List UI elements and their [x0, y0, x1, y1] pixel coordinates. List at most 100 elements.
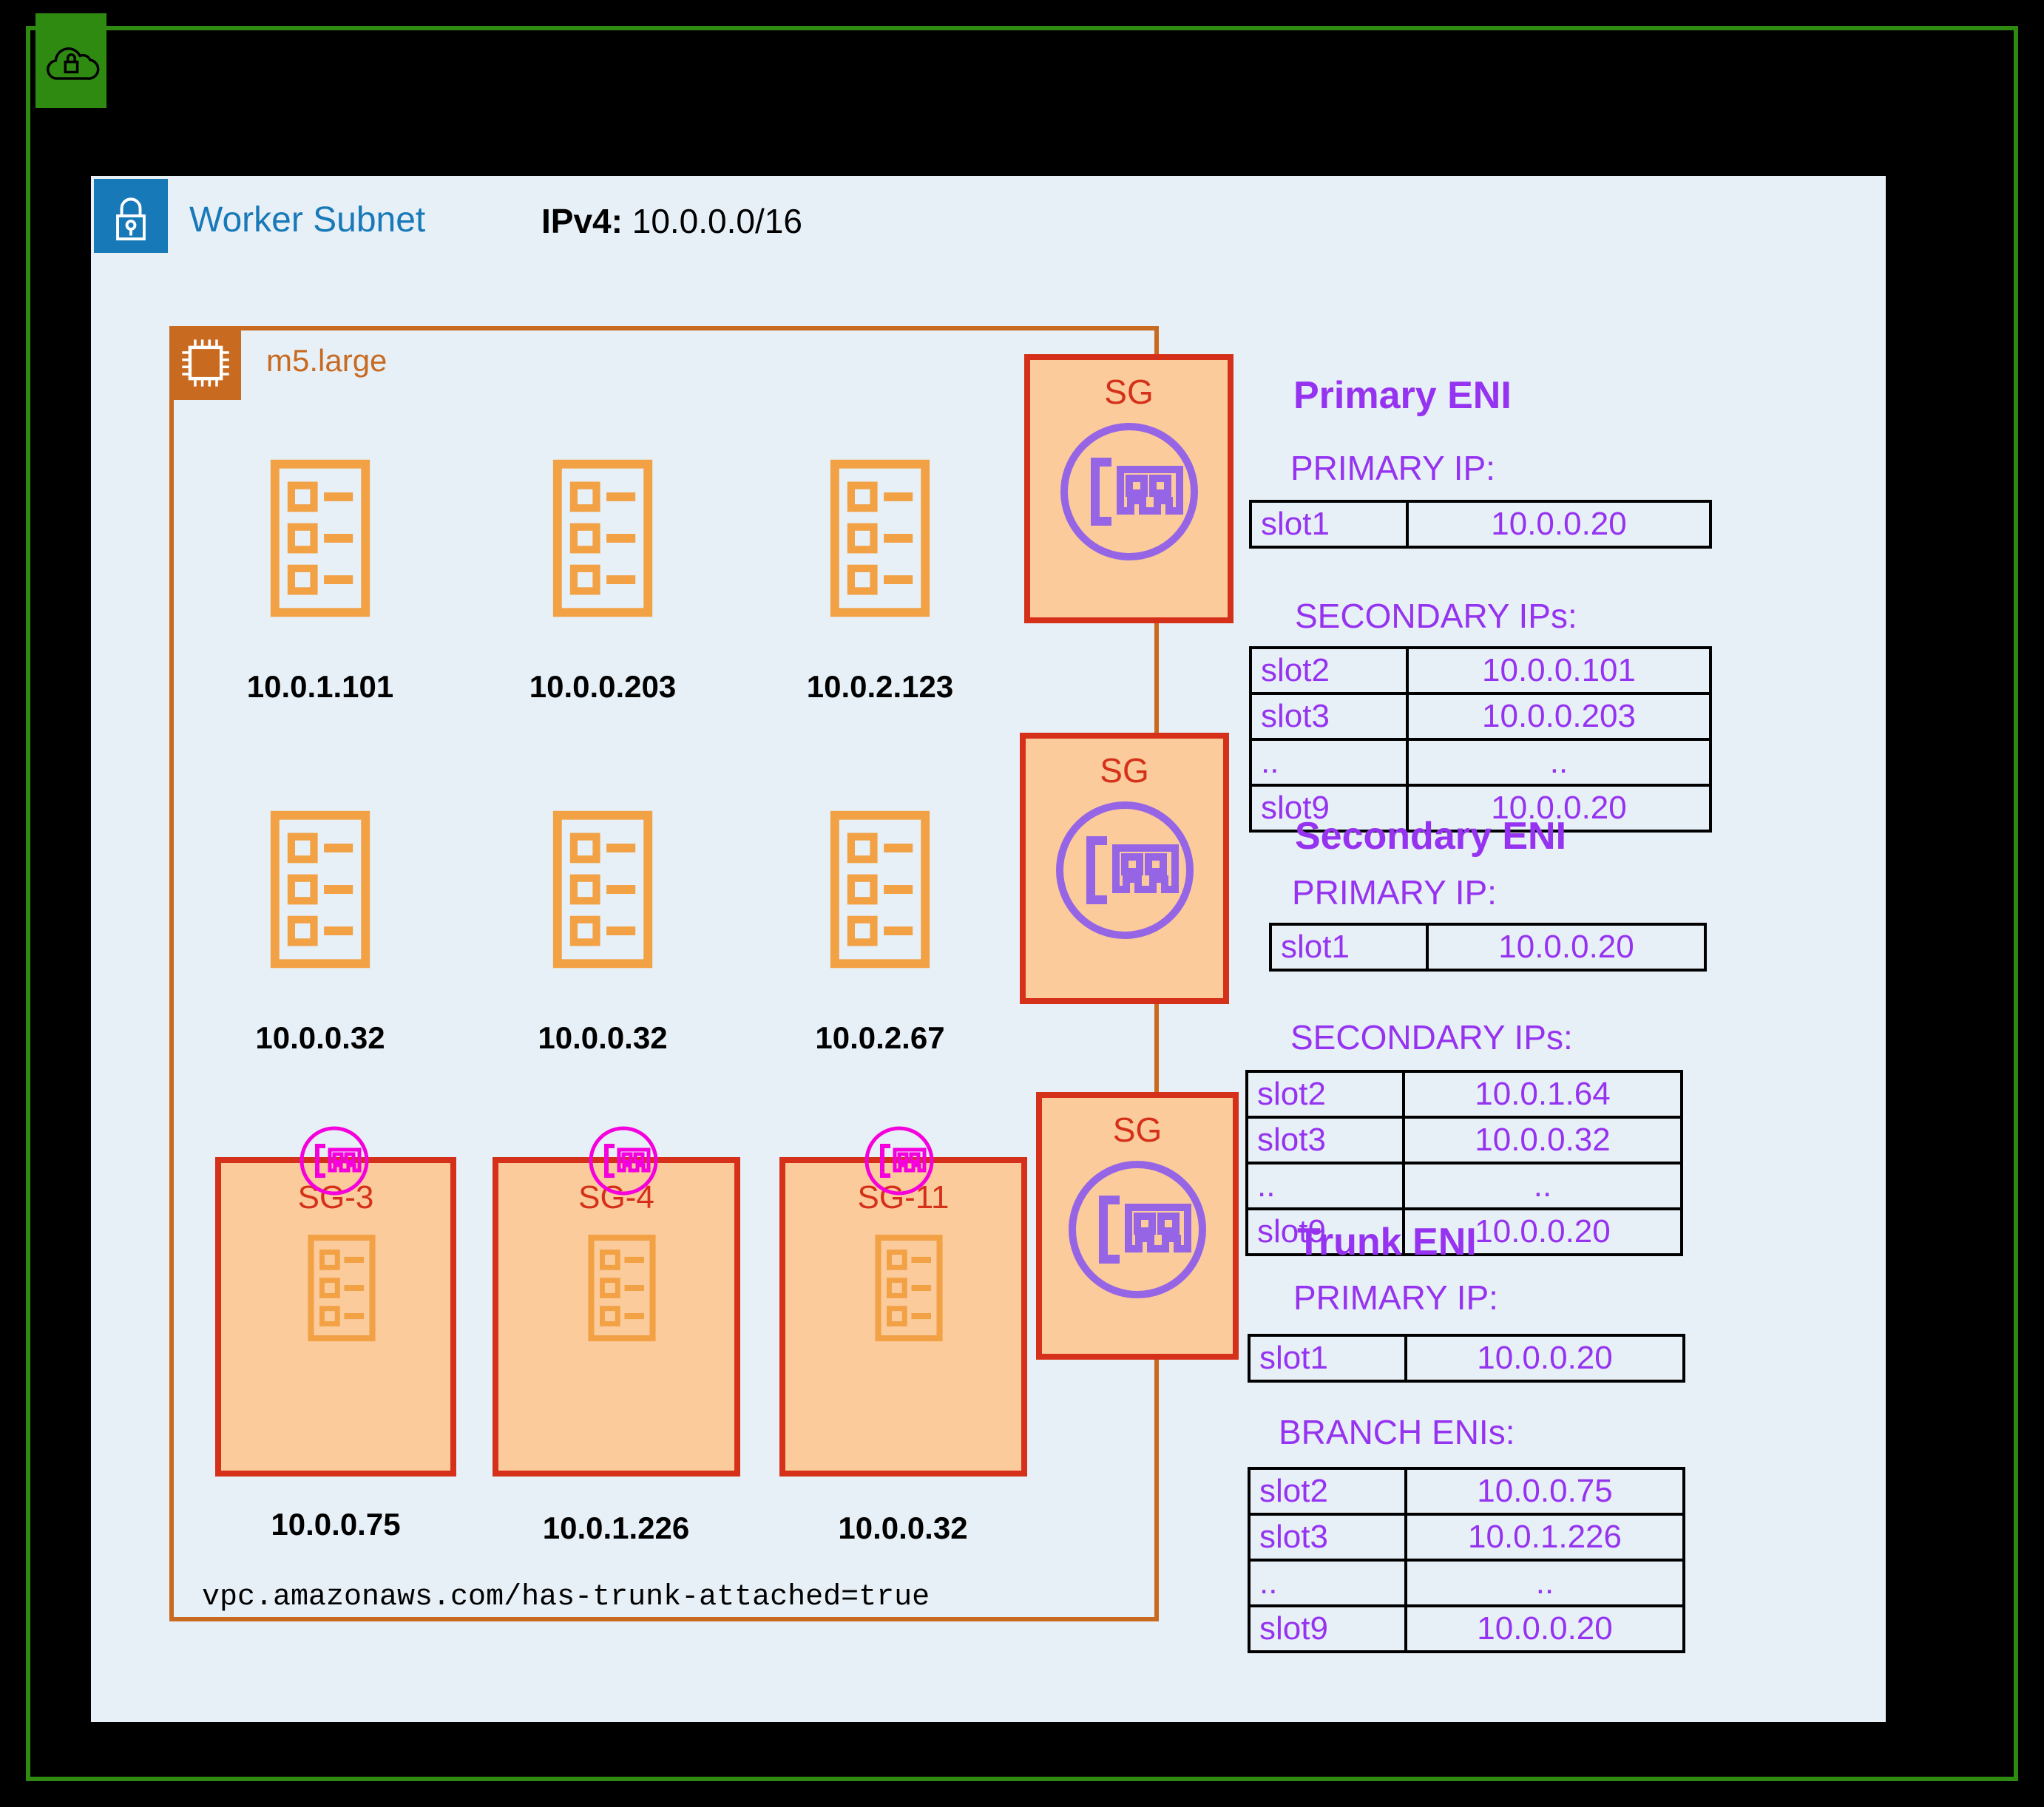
table-row: slot3 10.0.1.226	[1248, 1513, 1685, 1562]
slot-cell: slot2	[1249, 646, 1409, 695]
subnet-title: Worker Subnet	[189, 200, 426, 240]
table-row: slot1 10.0.0.20	[1248, 1334, 1685, 1383]
pod-ip-label: 10.0.1.101	[246, 669, 394, 704]
primary-ip-heading: PRIMARY IP:	[1290, 449, 1495, 487]
pod-icon	[257, 456, 383, 620]
ip-table: slot1 10.0.0.20	[1248, 1334, 1685, 1383]
cloud-lock-icon	[39, 29, 103, 92]
pod-ip-label: 10.0.0.32	[255, 1020, 385, 1055]
pod-icon	[570, 1233, 674, 1343]
slot-cell: slot9	[1248, 1604, 1407, 1653]
ip-table: slot2 10.0.0.101 slot3 10.0.0.203 .. .. …	[1249, 646, 1712, 833]
ip-cell: 10.0.0.20	[1404, 1334, 1685, 1383]
pod-icon	[817, 456, 943, 620]
table-row: slot2 10.0.0.101	[1249, 646, 1712, 695]
pod-icon	[290, 1233, 393, 1343]
ip-cell: ..	[1406, 738, 1712, 787]
eni-section-title: Primary ENI	[1293, 374, 1512, 417]
ipv4-value: 10.0.0.0/16	[632, 202, 802, 240]
ip-cell: 10.0.1.64	[1402, 1070, 1683, 1119]
cpu-icon	[173, 330, 238, 396]
pod-ip-label: 10.0.0.32	[538, 1020, 668, 1055]
eni-sg-node: SG	[1036, 1092, 1239, 1360]
ip-cell: 10.0.0.75	[1404, 1467, 1685, 1516]
primary-ip-heading: PRIMARY IP:	[1293, 1278, 1498, 1317]
ip-cell: 10.0.0.20	[1406, 500, 1712, 549]
ipv4-label: IPv4:	[541, 202, 623, 240]
slot-cell: slot9	[1249, 784, 1409, 833]
slot-cell: slot3	[1248, 1513, 1407, 1562]
ip-cell: 10.0.1.226	[1404, 1513, 1685, 1562]
eni-section-title: Trunk ENI	[1297, 1221, 1477, 1264]
cloud-lock-badge	[35, 13, 106, 108]
eni-icon	[1063, 1156, 1211, 1303]
eni-section-title: Secondary ENI	[1295, 815, 1567, 858]
slot-cell: slot9	[1245, 1207, 1405, 1256]
ip-cell: 10.0.0.20	[1404, 1604, 1685, 1653]
ip-cell: 10.0.0.20	[1402, 1207, 1683, 1256]
pod-icon	[817, 807, 943, 972]
ip-cell: ..	[1402, 1162, 1683, 1210]
instance-type-label: m5.large	[266, 343, 388, 378]
slot-cell: ..	[1245, 1162, 1405, 1210]
slot-cell: slot3	[1245, 1116, 1405, 1164]
ip-cell: ..	[1404, 1559, 1685, 1607]
slot-cell: ..	[1249, 738, 1409, 787]
slot-cell: slot1	[1248, 1334, 1407, 1383]
slot-cell: slot3	[1249, 692, 1409, 741]
branch-eni-icon	[579, 1124, 668, 1198]
pod-icon	[540, 807, 666, 972]
table-row: slot9 10.0.0.20	[1249, 784, 1712, 833]
instance-type-badge	[169, 326, 241, 400]
eni-icon	[1051, 796, 1199, 944]
table-row: .. ..	[1245, 1162, 1683, 1210]
branch-sg-box: SG-4	[493, 1157, 740, 1477]
table-row: slot9 10.0.0.20	[1245, 1207, 1683, 1256]
subnet-cidr: IPv4: 10.0.0.0/16	[541, 201, 802, 241]
pod-ip-label: 10.0.2.67	[815, 1020, 945, 1055]
branch-sg-label: SG-4	[578, 1179, 654, 1216]
ip-cell: 10.0.0.20	[1406, 784, 1712, 833]
sg-node-label: SG	[1112, 1111, 1163, 1149]
branch-ip-label: 10.0.1.226	[542, 1511, 690, 1545]
slot-cell: slot2	[1245, 1070, 1405, 1119]
table-row: .. ..	[1249, 738, 1712, 787]
table-row: slot1 10.0.0.20	[1269, 923, 1707, 972]
ip-cell: 10.0.0.101	[1406, 646, 1712, 695]
table-row: slot9 10.0.0.20	[1248, 1604, 1685, 1653]
lock-icon	[102, 187, 160, 245]
pod-ip-label: 10.0.0.203	[529, 669, 677, 704]
ip-table: slot2 10.0.0.75 slot3 10.0.1.226 .. .. s…	[1248, 1467, 1685, 1653]
branch-sg-label: SG-11	[857, 1179, 950, 1216]
branch-eni-icon	[855, 1124, 944, 1198]
slot-cell: ..	[1248, 1559, 1407, 1607]
sg-node-label: SG	[1104, 373, 1154, 411]
ip-table: slot2 10.0.1.64 slot3 10.0.0.32 .. .. sl…	[1245, 1070, 1683, 1256]
trunk-annotation: vpc.amazonaws.com/has-trunk-attached=tru…	[202, 1581, 930, 1614]
eni-sg-node: SG	[1020, 733, 1229, 1004]
pod-icon	[257, 807, 383, 972]
branch-ip-label: 10.0.0.75	[271, 1507, 401, 1542]
table-row: slot1 10.0.0.20	[1249, 500, 1712, 549]
slot-cell: slot1	[1269, 923, 1429, 972]
table-row: slot2 10.0.1.64	[1245, 1070, 1683, 1119]
ip-table: slot1 10.0.0.20	[1249, 500, 1712, 549]
pod-ip-label: 10.0.2.123	[806, 669, 954, 704]
ip-cell: 10.0.0.20	[1426, 923, 1707, 972]
ip-cell: 10.0.0.203	[1406, 692, 1712, 741]
branch-sg-box: SG-3	[215, 1157, 456, 1477]
eni-icon	[1055, 418, 1203, 566]
branch-enis-heading: BRANCH ENIs:	[1279, 1413, 1515, 1451]
sg-node-label: SG	[1100, 751, 1149, 790]
table-row: slot3 10.0.0.32	[1245, 1116, 1683, 1164]
table-row: slot2 10.0.0.75	[1248, 1467, 1685, 1516]
ip-cell: 10.0.0.32	[1402, 1116, 1683, 1164]
branch-ip-label: 10.0.0.32	[838, 1511, 968, 1545]
table-row: .. ..	[1248, 1559, 1685, 1607]
secondary-ips-heading: SECONDARY IPs:	[1295, 597, 1577, 635]
branch-eni-icon	[290, 1124, 379, 1198]
eni-sg-node: SG	[1024, 354, 1233, 623]
secondary-ips-heading: SECONDARY IPs:	[1290, 1018, 1573, 1057]
slot-cell: slot1	[1249, 500, 1409, 549]
